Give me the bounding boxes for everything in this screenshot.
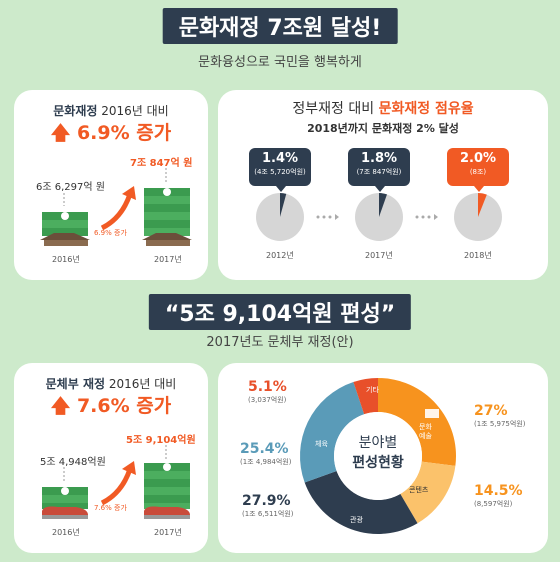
card3-value-2017: 5조 9,104억원 xyxy=(126,435,196,446)
card3-year-right: 2017년 xyxy=(154,528,182,537)
card1-heading-bold: 문화재정 xyxy=(53,104,98,118)
share-pies xyxy=(256,193,502,241)
money-stack-small-icon xyxy=(42,487,88,519)
legend-arts: 27% (1조 5,975억원) xyxy=(474,403,526,428)
pie-year-2018: 2018년 xyxy=(464,251,492,260)
growth-arrow-icon xyxy=(100,193,133,231)
legend-other: 5.1% (3,037억원) xyxy=(248,379,287,404)
donut-center-line2: 편성현황 xyxy=(352,455,404,471)
share-title-highlight: 문화재정 점유율 xyxy=(378,101,474,117)
up-arrow-icon: 🡅 xyxy=(50,395,71,417)
pie-bubble-2018: 2.0% (8조) xyxy=(447,148,509,192)
segment-label-sports: 체육 xyxy=(315,440,328,448)
money-stack-large-icon xyxy=(144,463,190,519)
culture-budget-card: 문화재정 2016년 대비 🡅 6.9% 증가 7조 847억 원 6조 6,2… xyxy=(14,90,208,280)
pie-year-2017: 2017년 xyxy=(365,251,393,260)
donut-segment-1 xyxy=(400,461,456,524)
segment-label-other: 기타 xyxy=(366,386,379,394)
pie-slice-2018 xyxy=(478,193,487,217)
budget-subtitle: 2017년도 문체부 재정(안) xyxy=(206,335,354,350)
card3-money-illustration xyxy=(42,445,190,519)
building-icon xyxy=(425,409,439,418)
sector-allocation-card: 분야별 편성현황 기타 체육 문화예술 콘텐츠 관광 5.1% (3,037억원… xyxy=(218,363,548,553)
card1-year-right: 2017년 xyxy=(154,255,182,264)
growth-arrow-icon xyxy=(100,468,133,506)
legend-content: 14.5% (8,597억원) xyxy=(474,483,523,508)
card1-year-left: 2016년 xyxy=(52,255,80,264)
card3-heading-rest: 2016년 대비 xyxy=(108,377,177,391)
donut-segment-2 xyxy=(304,470,418,534)
pie-year-2012: 2012년 xyxy=(266,251,294,260)
up-arrow-icon: 🡅 xyxy=(50,122,71,144)
main-subtitle: 문화융성으로 국민을 행복하게 xyxy=(198,55,362,70)
card1-value-2016: 6조 6,297억 원 xyxy=(36,182,105,193)
card1-increase: 6.9% 증가 xyxy=(76,122,172,144)
segment-label-arts: 문화예술 xyxy=(419,423,432,440)
donut-segment-4 xyxy=(353,378,378,415)
pie-slice-2012 xyxy=(280,193,287,217)
card1-value-2017: 7조 847억 원 xyxy=(130,158,193,169)
sector-donut xyxy=(300,378,456,534)
main-title-banner: 문화재정 7조원 달성! xyxy=(162,8,398,44)
share-title-plain: 정부재정 대비 xyxy=(292,101,375,117)
card3-heading-bold: 문체부 재정 xyxy=(45,377,106,391)
pie-bubble-2017: 1.8% (7조 847억원) xyxy=(348,148,410,192)
donut-segment-3 xyxy=(300,381,365,483)
ministry-budget-card: 문체부 재정 2016년 대비 🡅 7.6% 증가 5조 9,104억원 5조 … xyxy=(14,363,208,553)
legend-tourism: 27.9% (1조 6,511억원) xyxy=(242,493,294,518)
card1-arrow-label: 6.9% 증가 xyxy=(94,229,127,237)
share-subtitle: 2018년까지 문화재정 2% 달성 xyxy=(307,122,459,135)
card3-increase: 7.6% 증가 xyxy=(76,395,172,417)
card1-money-illustration xyxy=(40,168,192,246)
share-card: 정부재정 대비 문화재정 점유율 2018년까지 문화재정 2% 달성 1.4%… xyxy=(218,90,548,280)
donut-segment-0 xyxy=(378,378,456,466)
card3-arrow-label: 7.6% 증가 xyxy=(94,504,127,512)
card1-heading-rest: 2016년 대비 xyxy=(101,104,169,118)
legend-sports: 25.4% (1조 4,984억원) xyxy=(240,441,292,466)
money-stack-small-icon xyxy=(40,212,90,246)
segment-label-content: 콘텐츠 xyxy=(409,486,429,494)
card3-year-left: 2016년 xyxy=(52,528,80,537)
segment-label-tourism: 관광 xyxy=(350,516,363,524)
donut-center-line1: 분야별 xyxy=(358,435,398,451)
pie-bubble-2012: 1.4% (4조 5,720억원) xyxy=(249,148,311,192)
budget-title-banner: “5조 9,104억원 편성” xyxy=(148,294,412,330)
dots-arrow-icon xyxy=(316,214,438,220)
money-stack-large-icon xyxy=(142,188,192,246)
pie-slice-2017 xyxy=(379,193,387,217)
card3-value-2016: 5조 4,948억원 xyxy=(40,457,106,468)
